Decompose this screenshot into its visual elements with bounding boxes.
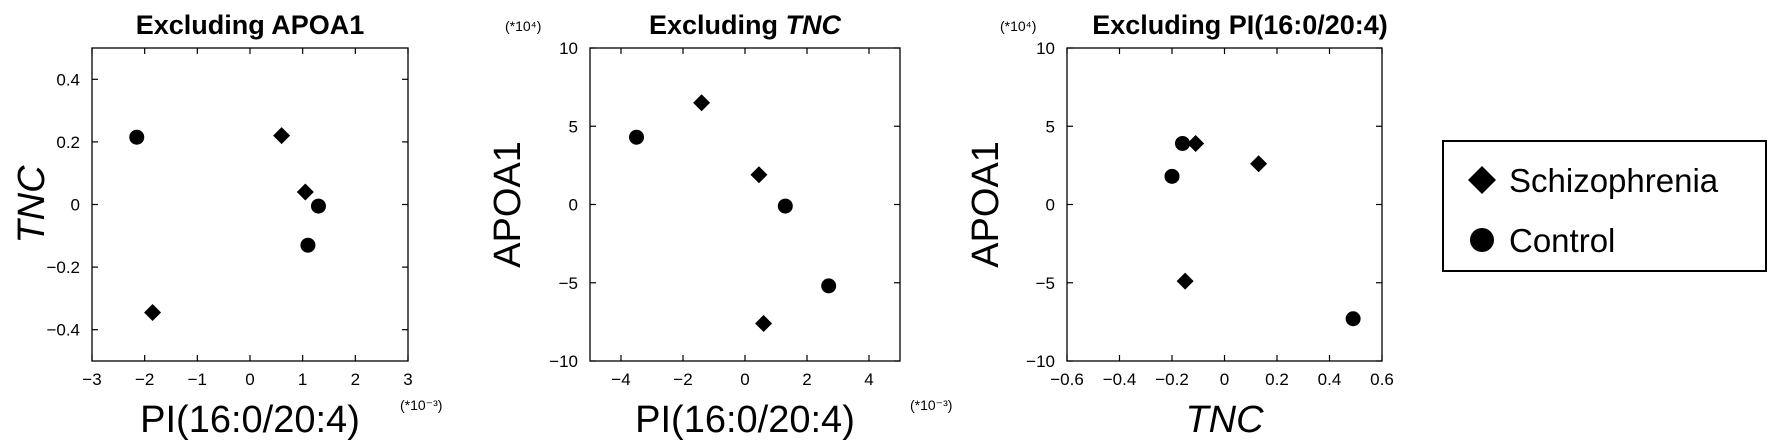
plot-frame <box>1066 47 1383 362</box>
plot-frame <box>589 47 901 362</box>
y-tick-label: −0.4 <box>46 321 80 340</box>
control-point <box>129 129 145 145</box>
x-tick-label: 1 <box>298 370 307 389</box>
y-tick-label: −10 <box>549 352 578 371</box>
schizophrenia-point <box>144 303 162 321</box>
x-tick-label: −2 <box>135 370 154 389</box>
y-tick-label: 0 <box>569 196 578 215</box>
x-tick-label: −1 <box>188 370 207 389</box>
y-tick-label: 0 <box>71 196 80 215</box>
x-tick-label: −0.4 <box>1103 370 1137 389</box>
x-tick-label: 0.4 <box>1318 370 1342 389</box>
y-tick-label: 5 <box>1046 117 1055 136</box>
x-axis-multiplier: (*10⁻³) <box>910 397 952 413</box>
x-axis-label: PI(16:0/20:4) <box>140 399 360 441</box>
chart-title: Excluding TNC <box>649 10 842 40</box>
schizophrenia-point <box>750 166 768 184</box>
x-axis-label: TNC <box>1185 399 1264 441</box>
control-point <box>1164 168 1180 184</box>
control-point <box>300 237 316 253</box>
chart-title: Excluding PI(16:0/20:4) <box>1092 10 1388 40</box>
control-point <box>310 198 326 214</box>
y-tick-label: −5 <box>1036 274 1055 293</box>
y-tick-label: 10 <box>1036 39 1055 58</box>
diamond-icon <box>1468 166 1496 194</box>
x-tick-label: 3 <box>403 370 412 389</box>
x-tick-label: −2 <box>673 370 692 389</box>
x-tick-label: 2 <box>802 370 811 389</box>
schizophrenia-point <box>1176 272 1194 290</box>
x-tick-label: 0 <box>1220 370 1229 389</box>
chart-title: Excluding APOA1 <box>136 10 365 40</box>
schizophrenia-point <box>296 183 314 201</box>
y-tick-label: −0.2 <box>46 258 80 277</box>
control-point <box>629 129 644 145</box>
circle-icon <box>1470 228 1494 252</box>
y-tick-label: −10 <box>1026 352 1055 371</box>
legend: Schizophrenia Control <box>1442 140 1767 272</box>
schizophrenia-point <box>1250 155 1268 173</box>
legend-box <box>1442 140 1767 272</box>
x-tick-label: 0 <box>245 370 254 389</box>
x-tick-label: −0.2 <box>1155 370 1189 389</box>
y-tick-label: 0.4 <box>56 70 80 89</box>
control-point <box>821 278 837 294</box>
scatter-panel-3: Excluding PI(16:0/20:4) −0.6 −0.4 −0.2 0 0.2 0… <box>965 10 1394 441</box>
y-axis-label: TNC <box>11 165 53 244</box>
y-axis-multiplier: (*10⁴) <box>1000 18 1036 34</box>
control-point <box>1345 311 1361 327</box>
y-tick-label: 10 <box>559 39 578 58</box>
y-tick-label: 0 <box>1046 196 1055 215</box>
y-tick-label: −5 <box>559 274 578 293</box>
control-point <box>1175 135 1190 151</box>
x-tick-label: 0 <box>740 370 749 389</box>
scatter-panel-1: Excluding APOA1 −3 −2 −1 0 1 2 3 −0.4 −0.2 0 0.2 0.4… <box>11 10 442 441</box>
scatter-panel-2: Excluding TNC −4 −2 0 2 4 −10 −5 0 5 10 PI(16:0/20:… <box>487 10 952 441</box>
schizophrenia-point <box>1187 134 1205 152</box>
y-tick-label: 5 <box>569 117 578 136</box>
y-axis-label: APOA1 <box>487 141 529 268</box>
schizophrenia-point <box>273 127 291 145</box>
x-tick-label: 0.6 <box>1370 370 1394 389</box>
x-axis-multiplier: (*10⁻³) <box>400 397 442 413</box>
plot-frame <box>91 47 409 362</box>
x-axis-label: PI(16:0/20:4) <box>635 399 855 441</box>
legend-label-control: Control <box>1509 222 1615 259</box>
y-tick-label: 0.2 <box>56 133 80 152</box>
x-tick-label: −0.6 <box>1050 370 1084 389</box>
schizophrenia-point <box>693 94 711 112</box>
x-tick-label: 2 <box>351 370 360 389</box>
x-tick-label: 4 <box>864 370 873 389</box>
control-point <box>777 198 793 214</box>
x-tick-label: 0.2 <box>1265 370 1289 389</box>
legend-label-schizophrenia: Schizophrenia <box>1509 162 1719 199</box>
y-axis-label: APOA1 <box>965 141 1007 268</box>
y-axis-multiplier: (*10⁴) <box>505 18 541 34</box>
x-tick-label: −4 <box>611 370 630 389</box>
x-tick-label: −3 <box>82 370 101 389</box>
schizophrenia-point <box>755 314 773 332</box>
